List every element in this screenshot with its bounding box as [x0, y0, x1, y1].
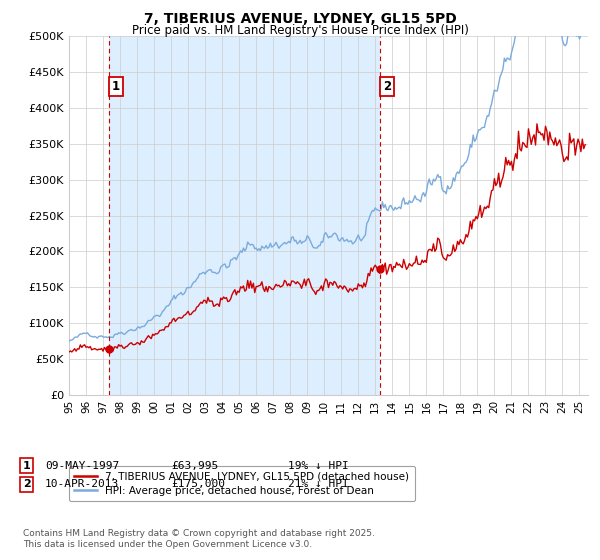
Text: 2: 2 — [383, 80, 391, 93]
Text: Contains HM Land Registry data © Crown copyright and database right 2025.
This d: Contains HM Land Registry data © Crown c… — [23, 529, 374, 549]
Text: 21% ↓ HPI: 21% ↓ HPI — [288, 479, 349, 489]
Legend: 7, TIBERIUS AVENUE, LYDNEY, GL15 5PD (detached house), HPI: Average price, detac: 7, TIBERIUS AVENUE, LYDNEY, GL15 5PD (de… — [69, 466, 415, 501]
Text: 19% ↓ HPI: 19% ↓ HPI — [288, 461, 349, 471]
Text: 2: 2 — [23, 479, 31, 489]
Text: £63,995: £63,995 — [171, 461, 218, 471]
Text: 10-APR-2013: 10-APR-2013 — [45, 479, 119, 489]
Text: 1: 1 — [23, 461, 31, 471]
Bar — [109, 36, 380, 395]
Text: Price paid vs. HM Land Registry's House Price Index (HPI): Price paid vs. HM Land Registry's House … — [131, 24, 469, 36]
Text: 7, TIBERIUS AVENUE, LYDNEY, GL15 5PD: 7, TIBERIUS AVENUE, LYDNEY, GL15 5PD — [143, 12, 457, 26]
Text: 09-MAY-1997: 09-MAY-1997 — [45, 461, 119, 471]
Text: £175,000: £175,000 — [171, 479, 225, 489]
Text: 1: 1 — [112, 80, 120, 93]
